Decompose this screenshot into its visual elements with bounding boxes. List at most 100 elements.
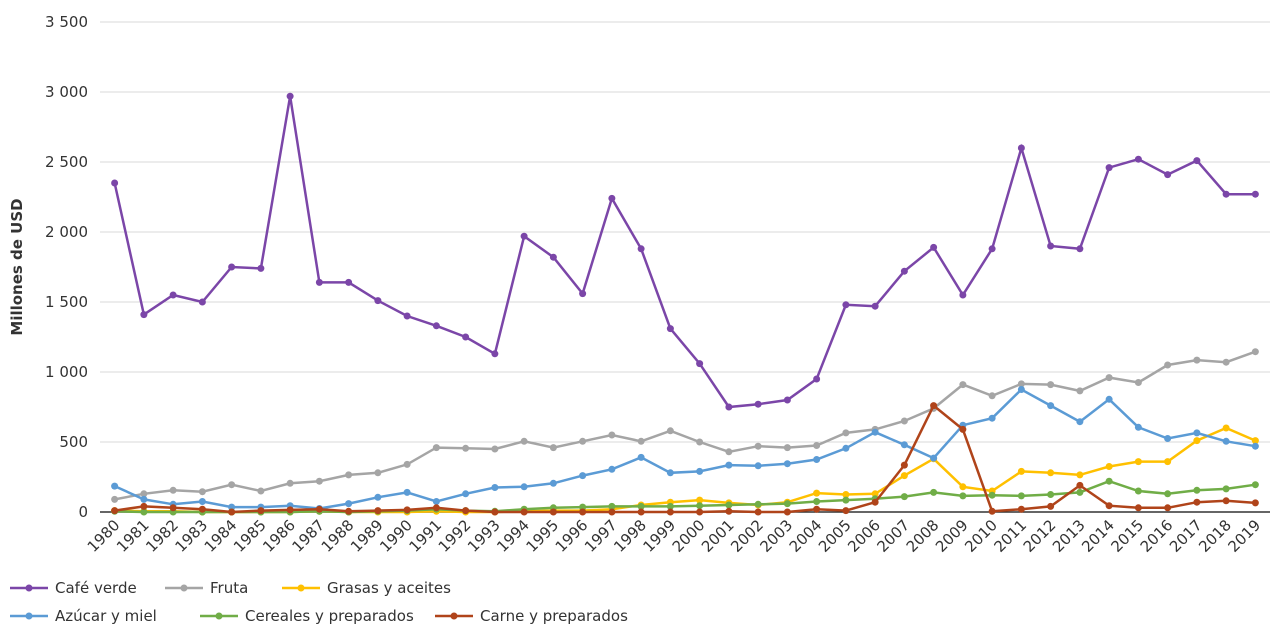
- data-point: [930, 243, 938, 251]
- data-point: [813, 505, 821, 513]
- data-point: [579, 472, 587, 480]
- data-point: [1193, 486, 1201, 494]
- data-point: [1251, 442, 1259, 450]
- legend-marker: [25, 584, 33, 592]
- y-tick-label: 3 000: [45, 83, 88, 101]
- data-point: [403, 506, 411, 514]
- data-point: [169, 291, 177, 299]
- data-point: [1105, 502, 1113, 510]
- x-tick-label: 1992: [435, 516, 475, 556]
- data-point: [549, 444, 557, 452]
- y-tick-label: 3 500: [45, 13, 88, 31]
- series-line: [114, 479, 1256, 514]
- data-point: [1164, 361, 1172, 369]
- data-point: [140, 490, 148, 498]
- data-point: [579, 290, 587, 298]
- data-point: [198, 498, 206, 505]
- data-point: [1193, 498, 1201, 506]
- data-point: [813, 442, 821, 449]
- data-point: [754, 400, 762, 408]
- data-point: [725, 448, 733, 456]
- data-point: [959, 492, 967, 500]
- x-tick-label: 2018: [1195, 516, 1235, 556]
- data-point: [198, 505, 206, 513]
- data-point: [1105, 477, 1113, 485]
- data-point: [111, 179, 119, 187]
- data-point: [111, 482, 119, 490]
- x-tick-label: 2002: [727, 516, 767, 556]
- x-tick-label: 2015: [1107, 516, 1147, 556]
- data-point: [1251, 481, 1259, 489]
- data-point: [725, 403, 733, 411]
- data-point: [1134, 487, 1142, 495]
- series-line: [114, 426, 1256, 514]
- legend-label: Carne y preparados: [480, 607, 628, 625]
- x-tick-label: 1986: [259, 516, 299, 556]
- data-point: [374, 297, 382, 305]
- x-tick-label: 1988: [318, 516, 358, 556]
- data-point: [432, 498, 440, 505]
- data-point: [1076, 418, 1084, 426]
- data-point: [403, 312, 411, 320]
- data-point: [315, 505, 323, 513]
- data-point: [696, 502, 704, 510]
- data-point: [549, 253, 557, 261]
- data-point: [696, 467, 704, 475]
- data-point: [491, 484, 499, 491]
- data-point: [491, 508, 499, 516]
- data-point: [754, 508, 762, 516]
- data-point: [1105, 374, 1113, 382]
- data-point: [1076, 488, 1084, 496]
- data-point: [930, 488, 938, 496]
- data-point: [608, 508, 616, 516]
- x-tick-label: 1984: [201, 516, 241, 556]
- data-point: [930, 454, 938, 462]
- data-point: [1076, 245, 1084, 253]
- data-point: [1076, 481, 1084, 489]
- legend-marker: [450, 612, 458, 620]
- data-point: [666, 325, 674, 333]
- data-point: [1193, 356, 1201, 364]
- data-point: [988, 392, 996, 400]
- x-tick-label: 1993: [464, 516, 504, 556]
- data-point: [257, 507, 265, 515]
- data-point: [813, 498, 821, 505]
- data-point: [842, 507, 850, 515]
- data-point: [696, 496, 704, 504]
- data-point: [462, 444, 470, 452]
- data-point: [286, 506, 294, 514]
- series-line: [113, 95, 1256, 409]
- y-tick-label: 2 500: [45, 153, 88, 171]
- legend-marker: [297, 584, 305, 592]
- legend-label: Cereales y preparados: [245, 607, 414, 625]
- data-point: [286, 479, 294, 487]
- y-tick-label: 1 000: [45, 363, 88, 381]
- data-point: [1105, 395, 1113, 403]
- data-point: [900, 493, 908, 501]
- x-tick-label: 1999: [639, 516, 679, 556]
- data-point: [1222, 497, 1230, 505]
- data-point: [432, 322, 440, 330]
- data-point: [491, 445, 499, 453]
- data-point: [1017, 505, 1025, 513]
- data-point: [871, 302, 879, 310]
- data-point: [900, 417, 908, 425]
- data-point: [1017, 380, 1025, 388]
- data-point: [345, 278, 353, 286]
- data-point: [666, 469, 674, 477]
- data-point: [345, 507, 353, 515]
- data-point: [754, 500, 762, 508]
- data-point: [637, 508, 645, 516]
- data-point: [462, 507, 470, 515]
- x-tick-label: 1998: [610, 516, 650, 556]
- data-point: [637, 453, 645, 461]
- data-point: [842, 429, 850, 437]
- x-tick-label: 1981: [113, 516, 153, 556]
- data-point: [228, 263, 236, 271]
- y-tick-label: 500: [59, 433, 88, 451]
- data-point: [140, 311, 148, 319]
- legend-label: Café verde: [55, 579, 137, 597]
- data-point: [1222, 358, 1230, 366]
- data-point: [374, 507, 382, 515]
- data-point: [783, 460, 791, 468]
